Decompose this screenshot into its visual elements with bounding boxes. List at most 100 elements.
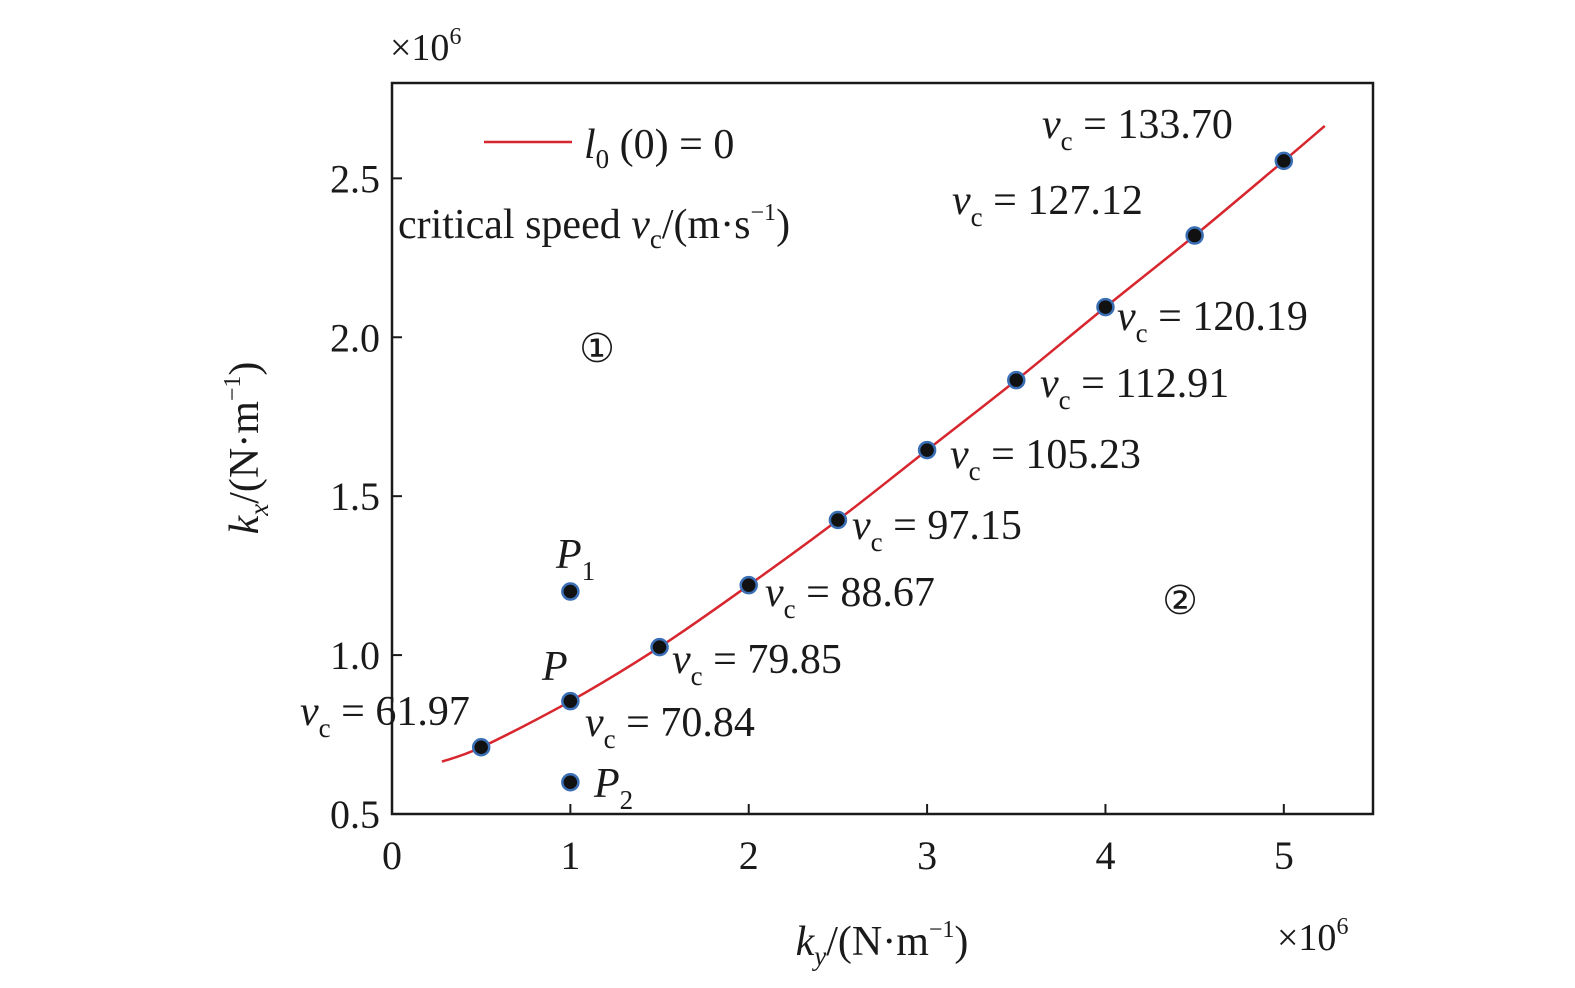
vc-sub: c — [1136, 318, 1148, 348]
vc-label: vc = 61.97 — [300, 689, 470, 743]
legend-note-unit: /(m·s — [662, 202, 751, 248]
critical-point — [1274, 151, 1294, 171]
p-label: P1 — [555, 532, 595, 586]
vc-value: 61.97 — [375, 689, 470, 735]
y-tick-label: 2.0 — [330, 315, 380, 360]
vc-value: 79.85 — [747, 637, 842, 683]
x-axis-label: ky/(N·m−1) — [796, 917, 969, 971]
data-points — [471, 151, 1294, 792]
vc-value: 112.91 — [1115, 361, 1229, 407]
y-tick-label: 2.5 — [330, 156, 380, 201]
legend-line-sub: 0 — [596, 144, 610, 174]
vc-symbol: v — [765, 570, 784, 616]
vc-value: 120.19 — [1192, 294, 1308, 340]
vc-eq: = — [616, 700, 661, 746]
legend-note-sub: c — [650, 224, 662, 254]
x-tick-label: 3 — [917, 833, 937, 878]
vc-symbol: v — [672, 637, 691, 683]
y-axis-label: kx/(N·m−1) — [220, 362, 274, 535]
y-tick-label: 1.5 — [330, 474, 380, 519]
test-point-p2 — [561, 772, 580, 792]
plot-frame — [390, 81, 1375, 816]
vc-eq: = — [703, 637, 748, 683]
vc-eq: = — [981, 432, 1026, 478]
legend-note-close: ) — [776, 202, 790, 248]
legend-note-sup: −1 — [751, 200, 777, 226]
p-label: P — [541, 644, 568, 690]
legend-note-pre: critical speed — [398, 202, 631, 248]
vc-label: vc = 105.23 — [950, 432, 1141, 486]
vc-sub: c — [971, 202, 983, 232]
vc-symbol: v — [1117, 294, 1136, 340]
p-label: P2 — [593, 761, 633, 815]
vc-symbol: v — [1042, 102, 1061, 148]
region-1-label: ① — [579, 326, 615, 371]
vc-value: 97.15 — [927, 503, 1022, 549]
vc-eq: = — [1073, 102, 1118, 148]
vc-symbol: v — [952, 178, 971, 224]
critical-point — [471, 738, 491, 757]
vc-label: vc = 88.67 — [765, 570, 935, 624]
legend-line-symbol: l — [584, 122, 596, 168]
critical-point — [828, 510, 848, 530]
critical-point — [561, 691, 580, 711]
vc-eq: = — [1148, 294, 1193, 340]
vc-value: 105.23 — [1025, 432, 1141, 478]
x-tick-label: 4 — [1095, 833, 1115, 878]
vc-symbol: v — [585, 700, 604, 746]
y-tick-label: 1.0 — [330, 633, 380, 678]
vc-sub: c — [691, 661, 703, 691]
legend-note-symbol: v — [631, 202, 650, 248]
x-multiplier: ×106 — [1277, 914, 1348, 959]
critical-point — [1185, 226, 1204, 245]
critical-point — [650, 637, 669, 657]
critical-point — [739, 575, 758, 595]
critical-point — [1007, 370, 1026, 390]
vc-eq: = — [883, 503, 928, 549]
vc-symbol: v — [300, 689, 319, 735]
p-label-letter: P — [541, 644, 568, 690]
x-tick-label: 0 — [382, 833, 402, 878]
vc-sub: c — [604, 724, 616, 754]
legend-line-rest: (0) = 0 — [609, 122, 734, 168]
x-axis-ticks: 0 1 2 3 4 5 — [382, 804, 1294, 878]
legend-note: critical speed vc/(m·s−1) — [398, 200, 790, 254]
vc-symbol: v — [950, 432, 969, 478]
vc-sub: c — [784, 594, 796, 624]
vc-sub: c — [871, 527, 883, 557]
vc-label: vc = 112.91 — [1040, 361, 1229, 415]
y-multiplier: ×106 — [390, 24, 461, 69]
vc-sub: c — [1061, 126, 1073, 156]
p-label-sub: 1 — [582, 556, 596, 586]
vc-eq: = — [1071, 361, 1116, 407]
vc-sub: c — [969, 456, 981, 486]
vc-value: 88.67 — [840, 570, 935, 616]
vc-eq: = — [331, 689, 376, 735]
legend-line-label: l0 (0) = 0 — [584, 122, 734, 174]
vc-label: vc = 70.84 — [585, 700, 755, 754]
region-2-label: ② — [1162, 578, 1198, 623]
vc-value: 70.84 — [660, 700, 755, 746]
x-tick-label: 1 — [560, 833, 580, 878]
p-label-letter: P — [555, 532, 582, 578]
y-axis-ticks: 0.5 1.0 1.5 2.0 2.5 — [330, 156, 402, 837]
vc-value: 127.12 — [1027, 178, 1143, 224]
vc-value: 133.70 — [1117, 102, 1233, 148]
vc-label: vc = 79.85 — [672, 637, 842, 691]
vc-eq: = — [796, 570, 841, 616]
y-tick-label: 0.5 — [330, 792, 380, 837]
critical-point — [1096, 297, 1115, 317]
vc-sub: c — [1059, 385, 1071, 415]
p-label-sub: 2 — [620, 785, 634, 815]
vc-sub: c — [319, 713, 331, 743]
x-tick-label: 5 — [1274, 833, 1294, 878]
vc-label: vc = 133.70 — [1042, 102, 1233, 156]
vc-label: vc = 120.19 — [1117, 294, 1308, 348]
vc-eq: = — [983, 178, 1028, 224]
vc-label: vc = 97.15 — [852, 503, 1022, 557]
critical-point — [917, 440, 937, 460]
vc-symbol: v — [1040, 361, 1059, 407]
